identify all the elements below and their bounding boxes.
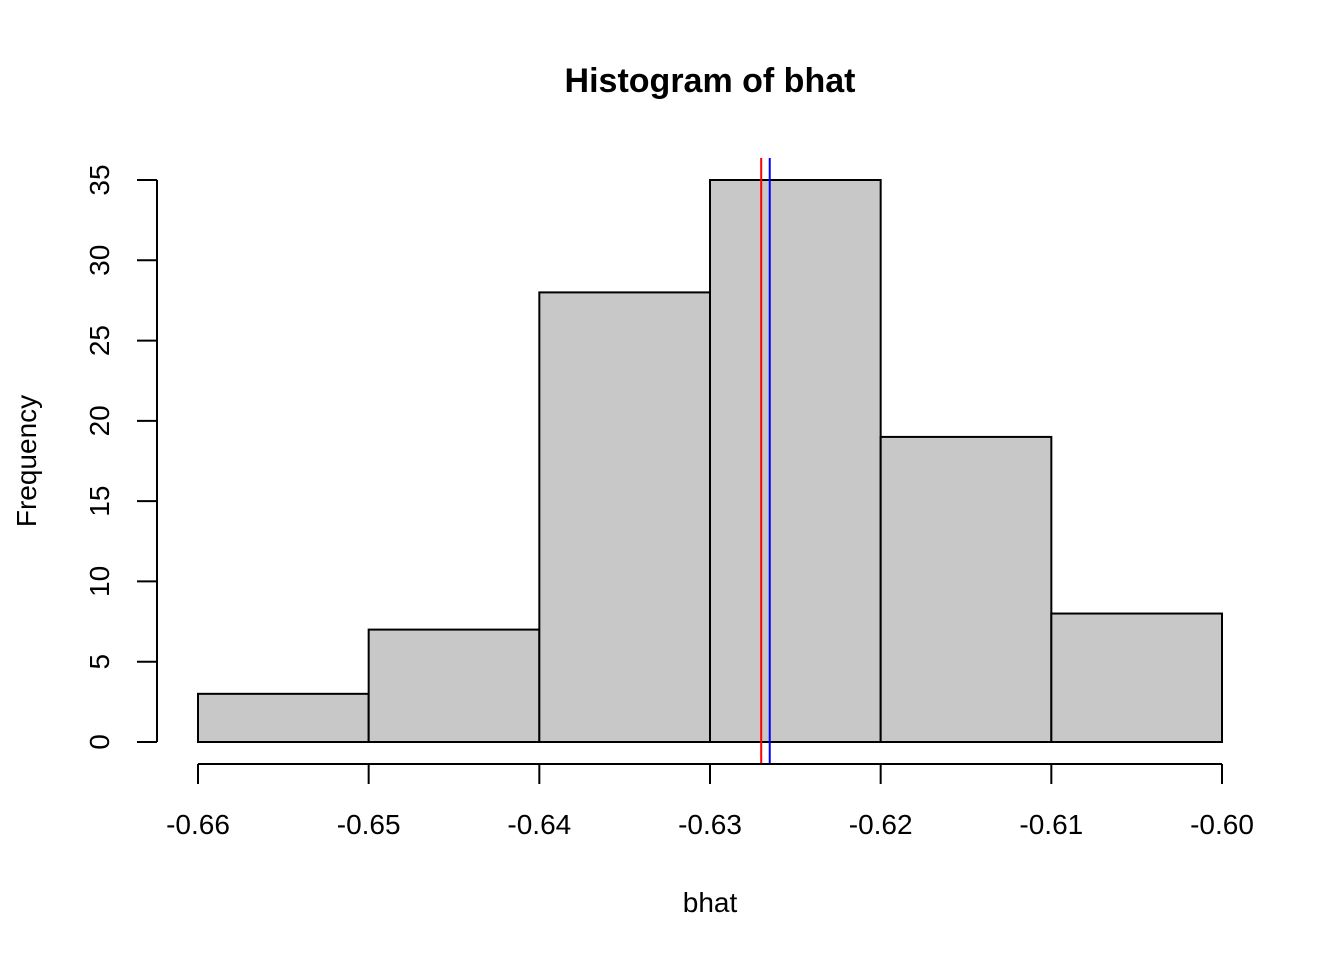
y-axis: 0 5 10 15 20 25 30 35 — [84, 164, 158, 750]
y-tick-label: 25 — [84, 325, 115, 356]
histogram-bars — [197, 179, 1224, 743]
x-tick-label: -0.60 — [1190, 809, 1254, 840]
y-tick-label: 15 — [84, 486, 115, 517]
histogram-bar-3 — [538, 291, 711, 743]
chart-title: Histogram of bhat — [565, 62, 856, 100]
x-axis-label: bhat — [683, 887, 738, 918]
histogram-bar-5 — [879, 435, 1053, 743]
x-tick-label: -0.62 — [849, 809, 913, 840]
x-tick-label: -0.63 — [678, 809, 742, 840]
y-tick-label: 20 — [84, 405, 115, 436]
y-tick-label: 35 — [84, 164, 115, 195]
x-tick-label: -0.66 — [166, 809, 230, 840]
histogram-bar-1 — [197, 692, 370, 743]
x-tick-label: -0.65 — [337, 809, 401, 840]
y-axis-label: Frequency — [11, 395, 42, 527]
y-tick-label: 30 — [84, 245, 115, 276]
histogram-bar-6 — [1050, 612, 1224, 743]
y-tick-label: 0 — [84, 734, 115, 750]
histogram-bar-4 — [709, 179, 882, 743]
y-tick-label: 5 — [84, 654, 115, 670]
x-tick-label: -0.61 — [1019, 809, 1083, 840]
reference-lines — [760, 158, 771, 764]
histogram-bar-2 — [367, 628, 541, 743]
x-axis: -0.66 -0.65 -0.64 -0.63 -0.62 -0.61 -0.60 — [166, 763, 1254, 840]
x-tick-label: -0.64 — [507, 809, 571, 840]
y-tick-label: 10 — [84, 566, 115, 597]
